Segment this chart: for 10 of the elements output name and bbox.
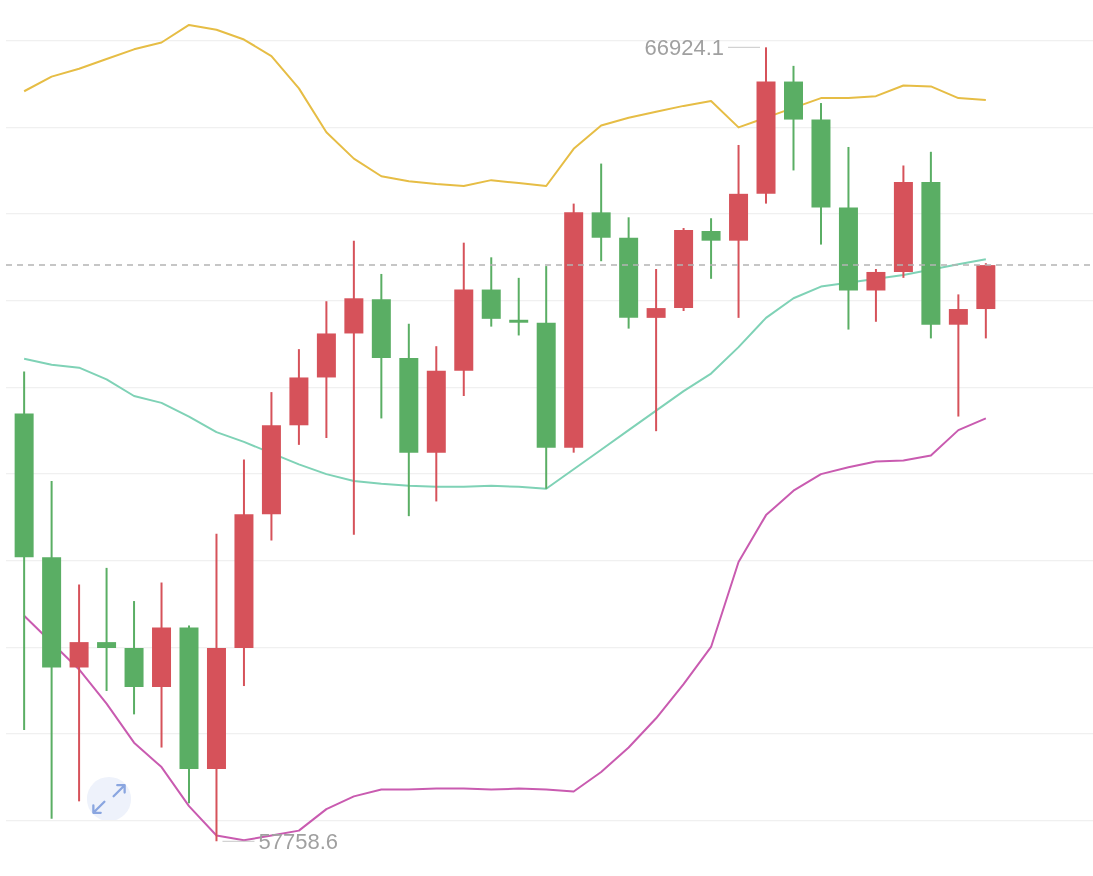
candlestick: [646, 268, 666, 433]
candlestick: [344, 239, 364, 536]
candlestick: [866, 268, 886, 323]
candlestick: [701, 217, 721, 280]
annotation: 57758.6: [258, 829, 339, 855]
candlestick: [69, 583, 89, 803]
candlestick: [509, 276, 529, 337]
annotation: 66924.1: [644, 35, 725, 61]
candlestick: [97, 566, 117, 692]
candlestick: [948, 293, 968, 418]
